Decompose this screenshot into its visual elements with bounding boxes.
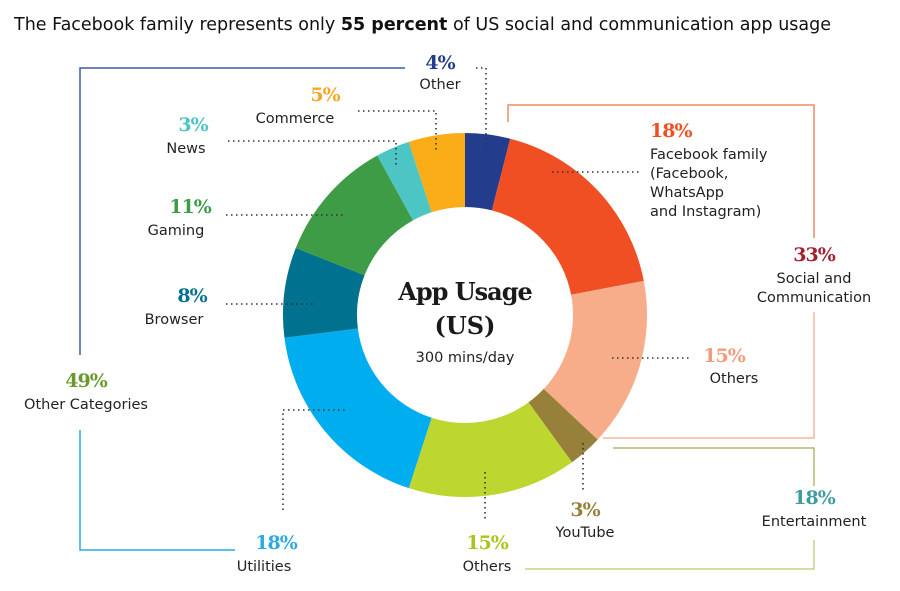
other-categories-pct: 49% bbox=[65, 370, 107, 392]
label-utilities-pct: 18% bbox=[255, 532, 297, 554]
slice-others-2 bbox=[543, 280, 647, 440]
label-social-others: Others bbox=[710, 371, 759, 387]
label-facebook-4: and Instagram) bbox=[650, 204, 761, 220]
label-gaming-pct: 11% bbox=[169, 196, 211, 218]
slice-commerce-9 bbox=[408, 133, 465, 213]
label-other: Other bbox=[419, 77, 460, 93]
slice-gaming-7 bbox=[295, 155, 413, 276]
group-labels: 33% Social and Communication 18% Enterta… bbox=[24, 244, 871, 530]
label-news: News bbox=[166, 141, 205, 157]
slice-youtube-3 bbox=[528, 388, 598, 463]
label-facebook-3: WhatsApp bbox=[650, 185, 724, 201]
label-facebook-2: (Facebook, bbox=[650, 166, 728, 182]
label-ent-others: Others bbox=[463, 559, 512, 575]
other-categories-label: Other Categories bbox=[24, 397, 148, 413]
center-subtitle: (US) bbox=[435, 311, 496, 340]
social-bracket-bottom bbox=[603, 312, 815, 439]
label-ent-others-pct: 15% bbox=[466, 532, 508, 554]
slice-browser-6 bbox=[283, 248, 365, 338]
label-gaming: Gaming bbox=[148, 223, 205, 239]
center-title: App Usage bbox=[397, 277, 532, 306]
slices bbox=[283, 133, 647, 497]
slice-labels: 4% Other 18% Facebook family (Facebook, … bbox=[145, 52, 768, 575]
label-youtube-pct: 3% bbox=[570, 499, 600, 521]
other-bracket-top bbox=[79, 67, 405, 355]
label-other-pct: 4% bbox=[425, 52, 455, 74]
label-browser-pct: 8% bbox=[177, 285, 207, 307]
center-total: 300 mins/day bbox=[416, 350, 515, 366]
slice-news-8 bbox=[377, 141, 432, 221]
slice-facebook-family-1 bbox=[491, 138, 644, 295]
chart-title: The Facebook family represents only 55 p… bbox=[13, 15, 831, 35]
slice-others-4 bbox=[408, 402, 572, 497]
label-youtube: YouTube bbox=[555, 525, 615, 541]
other-bracket-bottom bbox=[79, 430, 235, 551]
label-utilities: Utilities bbox=[237, 559, 292, 575]
entertainment-label: Entertainment bbox=[762, 514, 867, 530]
entertainment-bracket-bottom bbox=[525, 540, 815, 570]
social-bracket-top bbox=[507, 104, 815, 238]
leader-lines bbox=[226, 67, 692, 522]
social-label-2: Communication bbox=[757, 290, 871, 306]
label-browser: Browser bbox=[145, 312, 204, 328]
label-facebook-pct: 18% bbox=[650, 120, 692, 142]
social-label-1: Social and bbox=[777, 271, 852, 287]
group-brackets bbox=[79, 67, 815, 570]
slice-utilities-5 bbox=[284, 328, 432, 489]
slice-other-0 bbox=[465, 133, 511, 211]
label-commerce-pct: 5% bbox=[310, 84, 340, 106]
label-news-pct: 3% bbox=[178, 114, 208, 136]
center-label: App Usage (US) 300 mins/day bbox=[397, 277, 533, 366]
entertainment-bracket-top bbox=[613, 447, 815, 486]
social-pct: 33% bbox=[793, 244, 835, 266]
label-facebook-1: Facebook family bbox=[650, 147, 768, 163]
entertainment-pct: 18% bbox=[793, 487, 835, 509]
label-commerce: Commerce bbox=[256, 111, 335, 127]
label-social-others-pct: 15% bbox=[703, 345, 745, 367]
